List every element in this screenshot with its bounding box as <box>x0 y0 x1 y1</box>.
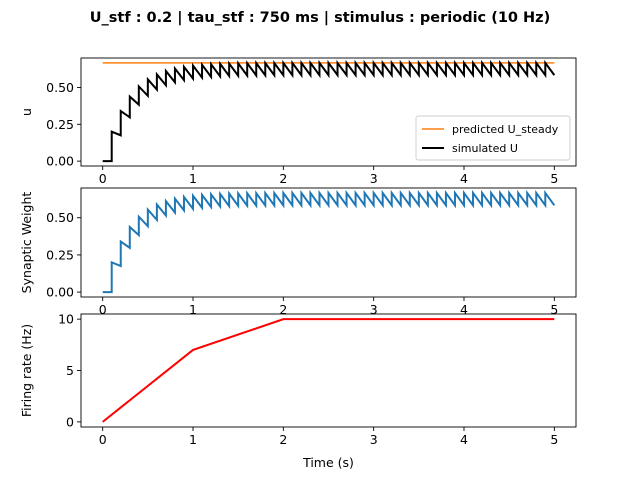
x-tick-label: 4 <box>460 432 468 447</box>
legend-box <box>415 115 571 161</box>
x-tick-label: 5 <box>550 432 558 447</box>
series-group <box>102 318 555 423</box>
subplots: 0 1 2 3 4 5 0.00 0.25 0.50 u predicted U_steadysim… <box>19 57 577 470</box>
y-tick-label: 5 <box>66 363 74 378</box>
legend-label: simulated U <box>452 142 518 155</box>
x-tick-label: 0 <box>99 171 107 186</box>
x-tick-label: 3 <box>370 302 378 317</box>
y-tick-label: 10 <box>58 312 74 327</box>
axes-frame <box>80 313 577 428</box>
y-tick-label: 0.50 <box>46 80 74 95</box>
x-tick-label: 3 <box>370 432 378 447</box>
x-tick-label: 0 <box>99 432 107 447</box>
subplot-2: 0 1 2 3 4 5 0.00 0.25 0.50 Synaptic Weight <box>19 187 577 317</box>
x-tick-label: 0 <box>99 302 107 317</box>
y-tick-label: 0.00 <box>46 285 74 300</box>
x-tick-label: 2 <box>279 432 287 447</box>
y-tick-label: 0.25 <box>46 117 74 132</box>
x-tick-label: 1 <box>189 302 197 317</box>
legend: predicted U_steady simulated U <box>415 115 571 161</box>
x-tick-label: 2 <box>279 302 287 317</box>
series-group <box>102 59 556 163</box>
x-tick-label: 1 <box>189 432 197 447</box>
x-tick-label: 4 <box>460 171 468 186</box>
x-axis-label: Time (s) <box>302 455 354 470</box>
axes-frame <box>80 187 577 298</box>
figure-title: U_stf : 0.2 | tau_stf : 750 ms | stimulu… <box>90 10 551 26</box>
x-tick-label: 3 <box>370 171 378 186</box>
y-tick-label: 0.50 <box>46 210 74 225</box>
series-group <box>102 189 556 294</box>
legend-label: predicted U_steady <box>452 123 559 136</box>
y-axis-label: Synaptic Weight <box>19 192 34 294</box>
y-tick-label: 0.25 <box>46 247 74 262</box>
y-axis-label: Firing rate (Hz) <box>19 324 34 417</box>
series-line-series-1 <box>102 189 556 294</box>
subplot-3: 0 1 2 3 4 5 0 5 10 Firing rate (Hz) Time (s) <box>19 312 577 470</box>
y-axis-label: u <box>19 108 34 116</box>
x-tick-label: 2 <box>279 171 287 186</box>
axes-frame <box>80 57 577 167</box>
y-tick-label: 0 <box>66 414 74 429</box>
x-tick-label: 1 <box>189 171 197 186</box>
series-line-simulated-u <box>102 59 556 163</box>
y-tick-label: 0.00 <box>46 154 74 169</box>
subplot-1: 0 1 2 3 4 5 0.00 0.25 0.50 u predicted U_steadysim… <box>19 57 577 186</box>
x-tick-label: 5 <box>550 302 558 317</box>
x-tick-label: 5 <box>550 171 558 186</box>
x-tick-label: 4 <box>460 302 468 317</box>
series-line-series-1 <box>102 318 555 423</box>
